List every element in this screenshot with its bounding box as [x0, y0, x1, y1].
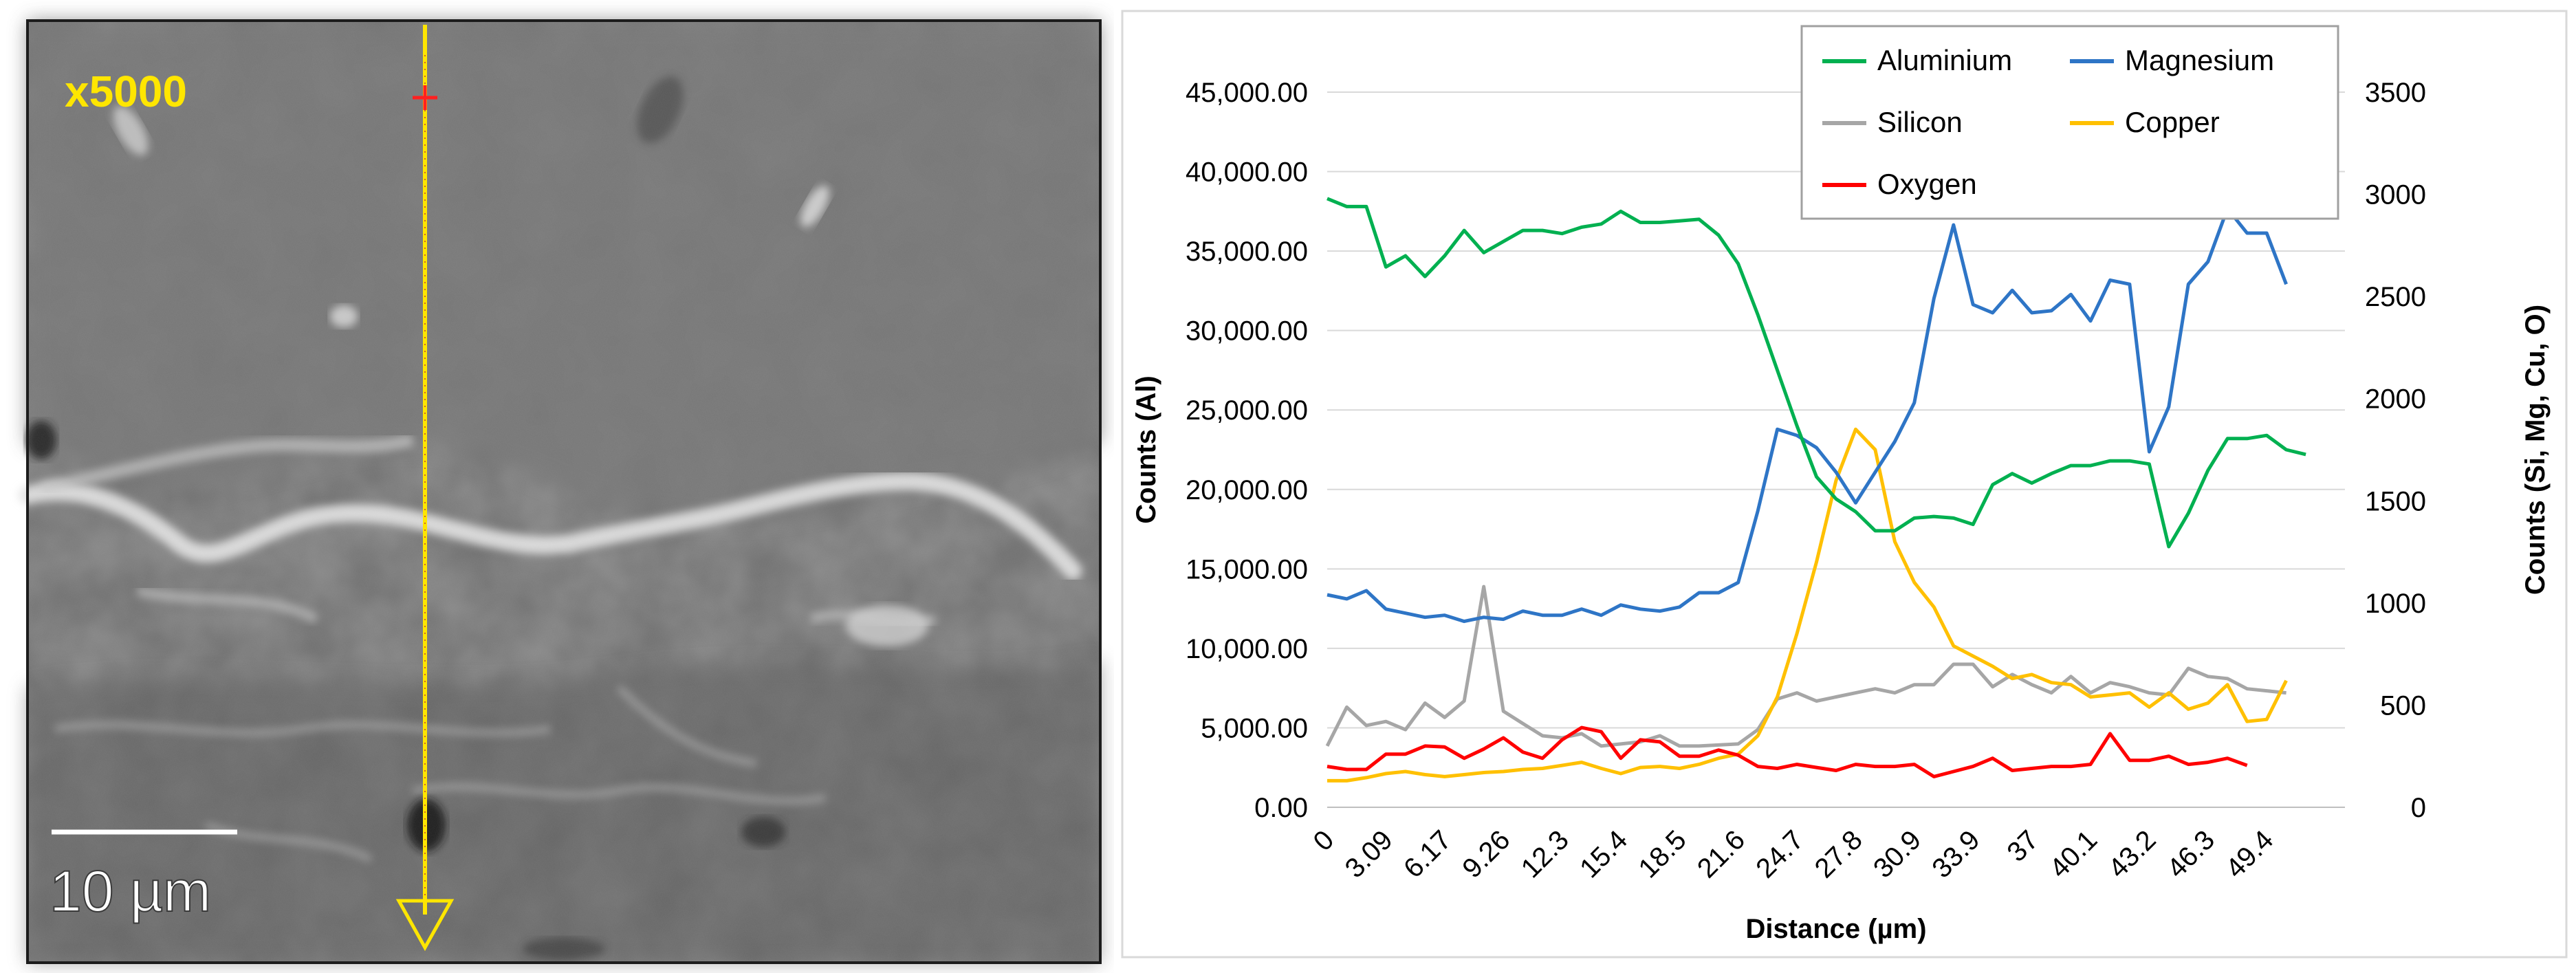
- legend-label-silicon: Silicon: [1877, 106, 1963, 138]
- legend-label-magnesium: Magnesium: [2125, 44, 2274, 76]
- series-line-aluminium: [1327, 197, 2306, 549]
- x-axis-title: Distance (µm): [1745, 914, 1926, 944]
- legend: Aluminium Magnesium Silicon Copper Oxygen: [1800, 25, 2339, 220]
- right-tick-label: 1500: [2365, 486, 2426, 516]
- left-tick-label: 10,000.00: [1186, 634, 1308, 664]
- eds-linescan-chart: 0.00 5,000.00 10,000.00 15,000.00 20,000.00 2…: [1121, 10, 2568, 959]
- right-tick-label: 3500: [2365, 78, 2426, 108]
- eds-linescan-chart-panel: 0.00 5,000.00 10,000.00 15,000.00 20,000.00 2…: [1121, 10, 2568, 959]
- sem-micrograph: x5000 10 µm: [0, 0, 1114, 973]
- left-tick-label: 40,000.00: [1186, 157, 1308, 188]
- right-axis-ticks: 0 500 1000 1500 2000 2500 3000 3500: [2365, 78, 2426, 823]
- series-line-silicon: [1325, 584, 2286, 748]
- sem-micrograph-panel: x5000 10 µm: [0, 0, 1114, 973]
- right-tick-label: 2500: [2365, 282, 2426, 312]
- right-tick-label: 1000: [2365, 589, 2426, 619]
- left-tick-label: 0.00: [1254, 793, 1308, 823]
- scale-bar: 10 µm: [49, 829, 237, 924]
- series-line-copper: [1327, 427, 2288, 783]
- linescan-end-arrow: [395, 899, 455, 952]
- linescan-overlay: [395, 25, 455, 952]
- legend-label-copper: Copper: [2125, 106, 2220, 138]
- left-tick-label: 25,000.00: [1186, 395, 1308, 426]
- left-axis-title: Counts (Al): [1131, 375, 1161, 524]
- left-tick-label: 45,000.00: [1186, 78, 1308, 108]
- series-line-oxygen: [1327, 725, 2248, 778]
- right-tick-label: 3000: [2365, 180, 2426, 210]
- series-lines: [1325, 197, 2306, 783]
- right-tick-label: 500: [2380, 690, 2426, 721]
- left-tick-label: 30,000.00: [1186, 316, 1308, 347]
- left-axis-ticks: 0.00 5,000.00 10,000.00 15,000.00 20,000.00 2…: [1186, 78, 1308, 823]
- linescan-cursor-marker: [413, 85, 437, 110]
- series-line-magnesium: [1327, 206, 2288, 624]
- micrograph-image: [19, 21, 1100, 963]
- left-tick-label: 20,000.00: [1186, 475, 1308, 505]
- legend-label-aluminium: Aluminium: [1877, 44, 2012, 76]
- right-tick-label: 0: [2411, 793, 2426, 823]
- scale-bar-label: 10 µm: [50, 859, 211, 923]
- left-tick-label: 5,000.00: [1201, 713, 1308, 743]
- left-tick-label: 35,000.00: [1186, 237, 1308, 267]
- legend-label-oxygen: Oxygen: [1877, 168, 1977, 200]
- left-tick-label: 15,000.00: [1186, 554, 1308, 584]
- micrograph-frame: [26, 19, 1102, 964]
- right-tick-label: 2000: [2365, 384, 2426, 415]
- right-axis-title: Counts (Si, Mg, Cu, O): [2520, 305, 2551, 595]
- magnification-label: x5000: [65, 67, 187, 116]
